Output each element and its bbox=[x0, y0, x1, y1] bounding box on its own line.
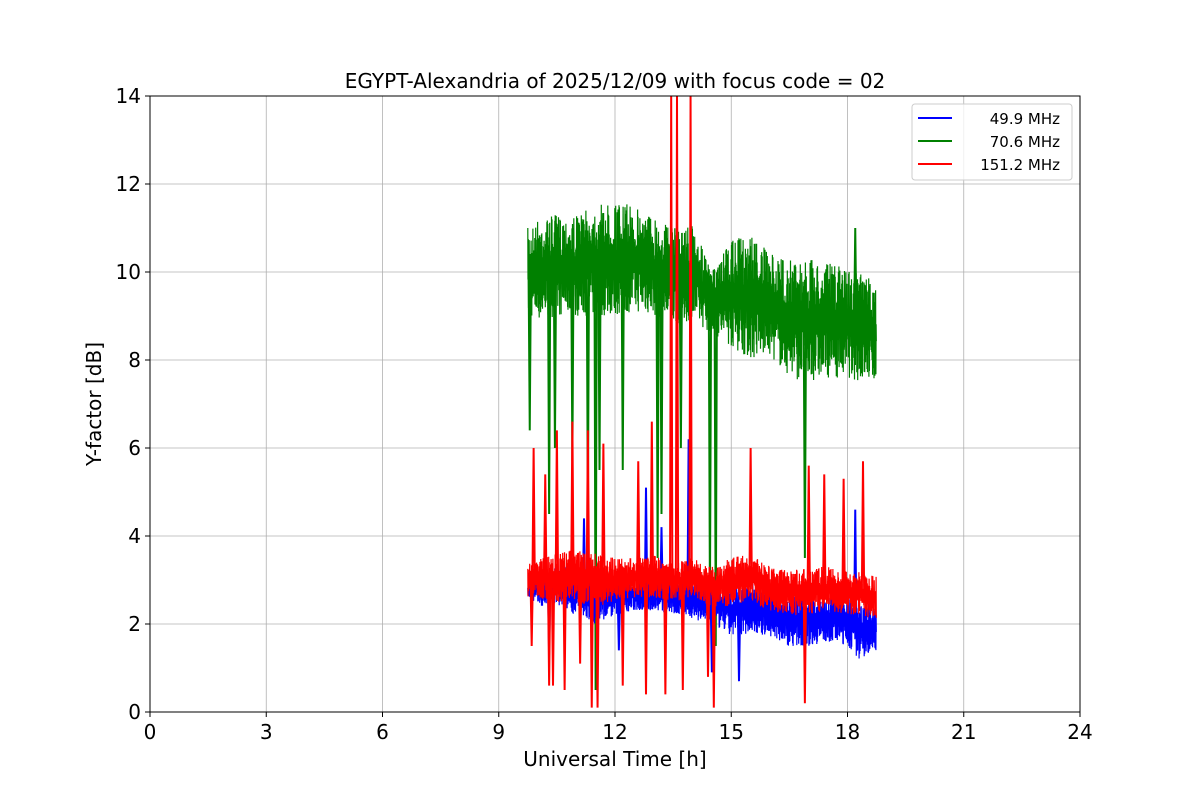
series-spike bbox=[860, 461, 866, 595]
series-spike bbox=[853, 227, 858, 326]
series-spike bbox=[655, 267, 660, 559]
series-spike bbox=[554, 430, 560, 578]
y-tick-label: 4 bbox=[128, 524, 141, 548]
series-151-2-MHz bbox=[527, 95, 877, 708]
chart-title: EGYPT-Alexandria of 2025/12/09 with focu… bbox=[345, 69, 886, 93]
series-spike bbox=[589, 579, 594, 708]
series-spike bbox=[577, 576, 583, 664]
y-axis-label: Y-factor [dB] bbox=[82, 342, 106, 467]
series-spike bbox=[806, 465, 811, 592]
series-spike bbox=[643, 487, 649, 593]
x-axis-label: Universal Time [h] bbox=[523, 747, 706, 771]
series-spike bbox=[570, 421, 575, 577]
series-spike bbox=[593, 260, 598, 691]
x-tick-label: 0 bbox=[144, 720, 157, 744]
x-tick-label: 9 bbox=[492, 720, 505, 744]
grid bbox=[149, 95, 1081, 713]
series-spike bbox=[620, 579, 625, 686]
series-spike bbox=[552, 265, 558, 449]
series-spike bbox=[678, 274, 684, 449]
series-spike bbox=[531, 447, 536, 579]
y-tick-label: 10 bbox=[116, 260, 141, 284]
series-spike bbox=[659, 269, 664, 515]
series-spike bbox=[736, 609, 742, 682]
series-line bbox=[527, 204, 877, 381]
plot-area bbox=[527, 95, 877, 708]
x-tick-label: 15 bbox=[719, 720, 744, 744]
x-tick-label: 18 bbox=[835, 720, 860, 744]
x-tick-label: 6 bbox=[376, 720, 389, 744]
series-70-6-MHz bbox=[527, 204, 877, 691]
series-spike bbox=[616, 597, 622, 651]
x-tick-label: 24 bbox=[1067, 720, 1092, 744]
series-spike bbox=[550, 577, 556, 686]
y-tick-label: 14 bbox=[116, 84, 141, 108]
series-spike bbox=[822, 474, 827, 590]
y-tick-label: 12 bbox=[116, 172, 141, 196]
series-spike bbox=[546, 267, 552, 515]
x-tick-label: 3 bbox=[260, 720, 273, 744]
series-spike bbox=[546, 577, 552, 686]
series-spike bbox=[585, 430, 591, 579]
series-spike bbox=[802, 591, 808, 704]
series-spike bbox=[643, 576, 649, 695]
x-tick-label: 21 bbox=[951, 720, 976, 744]
legend: 49.9 MHz 70.6 MHz 151.2 MHz bbox=[911, 103, 1073, 181]
legend-label: 49.9 MHz bbox=[990, 110, 1060, 128]
series-spike bbox=[601, 443, 606, 581]
series-spike bbox=[562, 576, 567, 691]
x-tick-label: 12 bbox=[602, 720, 627, 744]
series-spike bbox=[802, 319, 808, 559]
series-spike bbox=[688, 95, 693, 579]
y-tick-label: 0 bbox=[128, 700, 141, 724]
series-spike bbox=[636, 461, 641, 578]
series-spike bbox=[649, 421, 654, 576]
legend-box bbox=[911, 103, 1073, 181]
series-spike bbox=[595, 579, 600, 708]
series-spike bbox=[529, 579, 534, 647]
y-tick-label: 6 bbox=[128, 436, 141, 460]
series-spike bbox=[748, 447, 753, 578]
y-tick-label: 8 bbox=[128, 348, 141, 372]
series-spike bbox=[711, 586, 716, 708]
series-spike bbox=[680, 579, 685, 691]
series-spike bbox=[841, 478, 846, 593]
series-spike bbox=[597, 260, 602, 471]
legend-label: 151.2 MHz bbox=[980, 156, 1060, 174]
series-spike bbox=[543, 474, 548, 578]
series-spike bbox=[527, 271, 532, 431]
legend-label: 70.6 MHz bbox=[990, 133, 1060, 151]
y-tick-label: 2 bbox=[128, 612, 141, 636]
series-spike bbox=[620, 258, 625, 471]
series-spike bbox=[705, 584, 711, 677]
series-spike bbox=[707, 299, 713, 603]
series-spike bbox=[713, 301, 718, 647]
series-spike bbox=[674, 95, 680, 582]
series-spike bbox=[663, 579, 668, 695]
series-spike bbox=[669, 95, 674, 582]
